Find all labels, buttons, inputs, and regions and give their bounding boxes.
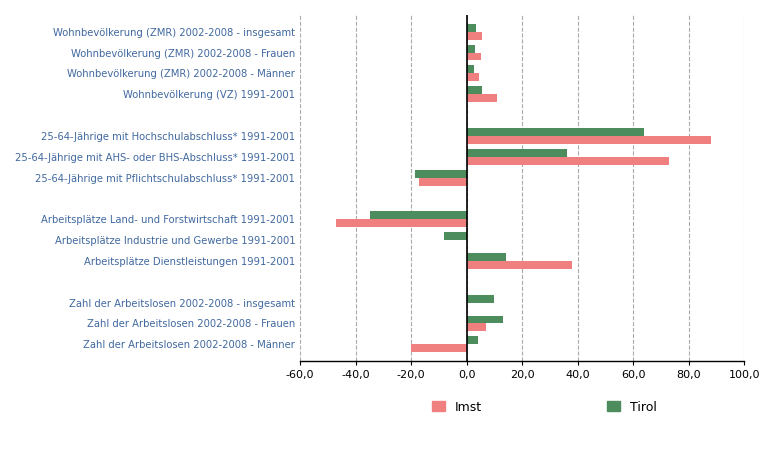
Bar	[467, 324, 486, 331]
Bar	[444, 232, 467, 240]
Bar	[467, 24, 477, 32]
Bar	[412, 344, 467, 352]
Bar	[467, 32, 482, 40]
Bar	[467, 65, 474, 74]
Bar	[467, 253, 505, 261]
Legend: Imst, Tirol: Imst, Tirol	[432, 401, 656, 414]
Bar	[467, 316, 503, 324]
Bar	[467, 157, 670, 165]
Bar	[467, 74, 479, 81]
Bar	[419, 178, 467, 186]
Bar	[467, 53, 480, 60]
Bar	[467, 149, 567, 157]
Bar	[467, 86, 482, 94]
Bar	[467, 136, 711, 144]
Bar	[467, 295, 494, 303]
Bar	[370, 211, 467, 219]
Bar	[467, 261, 572, 269]
Bar	[467, 94, 498, 102]
Bar	[467, 128, 644, 136]
Bar	[415, 170, 467, 178]
Bar	[336, 219, 467, 227]
Bar	[467, 45, 475, 53]
Bar	[467, 336, 477, 344]
